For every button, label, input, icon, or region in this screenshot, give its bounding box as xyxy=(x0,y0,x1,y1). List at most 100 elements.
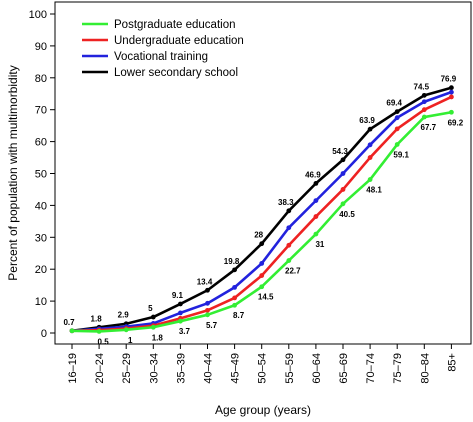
data-point xyxy=(178,310,183,316)
data-point xyxy=(232,284,238,290)
x-tick-label: 65–69 xyxy=(338,353,350,384)
x-axis: 16–19 20–24 25–29 30–34 35–39 40–44 45–49 50–54… xyxy=(67,344,458,384)
x-tick-label: 16–19 xyxy=(67,353,79,384)
data-point xyxy=(421,99,427,105)
x-tick-label: 60–64 xyxy=(311,353,323,384)
legend-label: Undergraduate education xyxy=(114,35,244,47)
data-label-lower-secondary: 69.4 xyxy=(386,99,402,108)
data-label-lower-secondary: 1.8 xyxy=(91,314,103,323)
data-label-lower-secondary: 38.3 xyxy=(278,198,294,207)
data-point xyxy=(150,314,156,320)
x-tick-label: 85+ xyxy=(446,353,458,372)
data-label-lower-secondary: 2.9 xyxy=(118,311,130,320)
data-point xyxy=(205,300,210,306)
data-label-postgraduate: 31 xyxy=(315,240,324,249)
data-label-postgraduate: 3.7 xyxy=(179,327,191,336)
legend-label: Lower secondary school xyxy=(114,67,238,79)
data-point xyxy=(449,85,454,91)
data-point xyxy=(394,115,400,121)
data-point xyxy=(394,109,400,115)
legend: Postgraduate education Undergraduate educ… xyxy=(82,19,244,79)
data-point xyxy=(313,214,319,219)
y-tick-label: 70 xyxy=(35,105,47,117)
y-tick-label: 80 xyxy=(35,73,47,85)
data-point xyxy=(313,180,319,186)
data-point xyxy=(259,241,265,247)
x-tick-label: 20–24 xyxy=(94,353,106,384)
data-point xyxy=(340,201,346,207)
data-label-layer: 0.7 1.8 2.959.113.419.82838.346.954.363.96… xyxy=(63,75,463,347)
y-tick-label: 90 xyxy=(35,41,47,53)
data-label-lower-secondary: 76.9 xyxy=(441,75,457,84)
data-label-postgraduate: 40.5 xyxy=(339,210,355,219)
y-axis: 0 10 20 30 40 50 60 70 80 90 100 xyxy=(29,9,55,340)
data-point xyxy=(205,307,210,313)
series-vocational-training xyxy=(69,89,454,334)
legend-label: Postgraduate education xyxy=(114,19,235,31)
data-label-postgraduate: 59.1 xyxy=(393,150,409,159)
x-tick-label: 50–54 xyxy=(257,353,269,384)
data-point xyxy=(449,89,454,95)
data-point xyxy=(259,261,265,266)
data-point xyxy=(286,258,292,263)
x-tick-label: 30–34 xyxy=(148,353,160,384)
x-axis-title: Age group (years) xyxy=(215,403,311,417)
data-point xyxy=(178,318,183,324)
x-tick-label: 35–39 xyxy=(175,353,187,384)
x-tick-label: 45–49 xyxy=(230,353,242,384)
x-tick-label: 55–59 xyxy=(284,353,296,384)
data-point xyxy=(286,208,292,214)
data-label-postgraduate: 1 xyxy=(128,336,133,345)
y-tick-label: 10 xyxy=(35,296,47,308)
data-point xyxy=(421,92,427,98)
x-tick-label: 40–44 xyxy=(203,353,215,384)
series-postgraduate-education xyxy=(69,109,454,334)
data-point xyxy=(367,155,373,160)
data-point xyxy=(340,187,346,192)
x-tick-label: 70–74 xyxy=(365,353,377,384)
series-layer xyxy=(69,85,454,334)
legend-label: Vocational training xyxy=(114,51,208,63)
data-point xyxy=(205,287,210,293)
data-label-postgraduate: 14.5 xyxy=(258,293,274,302)
data-point xyxy=(367,126,373,132)
data-point xyxy=(394,126,400,132)
data-label-postgraduate: 8.7 xyxy=(233,311,245,320)
y-tick-label: 20 xyxy=(35,264,47,276)
data-point xyxy=(232,302,238,308)
data-label-lower-secondary: 19.8 xyxy=(224,257,240,266)
data-label-postgraduate: 67.7 xyxy=(421,123,437,132)
y-tick-label: 60 xyxy=(35,137,47,149)
data-point xyxy=(150,324,156,330)
data-point xyxy=(367,177,373,182)
data-label-lower-secondary: 63.9 xyxy=(359,116,375,125)
y-tick-label: 50 xyxy=(35,169,47,181)
data-point xyxy=(178,301,183,307)
data-point xyxy=(449,94,454,100)
y-tick-label: 40 xyxy=(35,200,47,212)
data-label-lower-secondary: 74.5 xyxy=(414,82,430,91)
data-point xyxy=(232,295,238,301)
data-point xyxy=(367,142,373,148)
data-label-postgraduate: 69.2 xyxy=(448,118,464,127)
data-point xyxy=(313,231,319,237)
data-point xyxy=(69,328,75,334)
data-label-postgraduate: 1.8 xyxy=(152,333,164,342)
data-point xyxy=(340,171,346,176)
y-axis-title: Percent of population with multimorbidit… xyxy=(6,65,20,280)
data-label-postgraduate: 48.1 xyxy=(366,186,382,195)
data-label-postgraduate: 0.5 xyxy=(98,337,110,346)
data-point xyxy=(123,327,129,333)
data-point xyxy=(259,284,265,290)
data-point xyxy=(313,198,319,204)
data-point xyxy=(421,114,427,120)
data-label-lower-secondary: 9.1 xyxy=(172,291,184,300)
data-label-lower-secondary: 28 xyxy=(254,231,263,240)
data-point xyxy=(286,242,292,248)
data-point xyxy=(286,225,292,231)
data-point xyxy=(421,107,427,113)
data-point xyxy=(449,109,454,115)
data-point xyxy=(205,312,210,318)
